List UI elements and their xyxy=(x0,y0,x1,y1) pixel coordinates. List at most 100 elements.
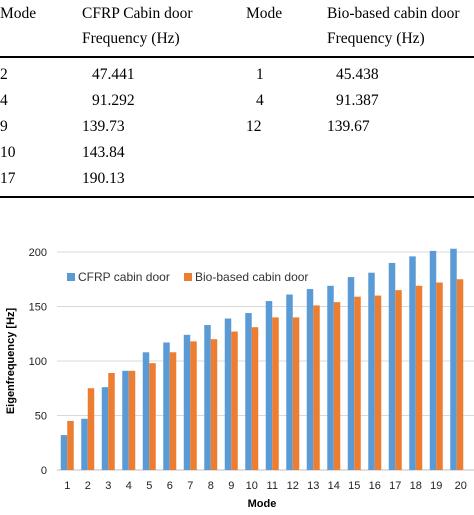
x-tick-label: 1 xyxy=(64,480,70,492)
x-tick-label: 2 xyxy=(85,480,91,492)
legend-swatch-cfrp xyxy=(67,273,75,281)
x-tick-label: 3 xyxy=(105,480,111,492)
bar-bio-based xyxy=(251,327,259,470)
bar-cfrp xyxy=(183,334,191,470)
bar-cfrp xyxy=(224,318,232,470)
legend: CFRP cabin door Bio-based cabin door xyxy=(67,270,308,284)
y-tick-label: 200 xyxy=(29,247,47,259)
header-mode-cfrp: Mode xyxy=(0,5,37,22)
y-tick-label: 150 xyxy=(29,302,47,314)
bar-cfrp xyxy=(286,294,293,470)
bar-bio-based xyxy=(231,331,238,470)
x-tick-label: 13 xyxy=(307,480,319,492)
bars xyxy=(60,248,464,470)
bar-cfrp xyxy=(265,301,273,470)
bar-bio-based xyxy=(415,285,423,470)
bar-bio-based xyxy=(395,290,402,470)
x-tick-label: 20 xyxy=(455,480,467,492)
bar-cfrp xyxy=(142,352,150,470)
x-tick-label: 14 xyxy=(328,480,340,492)
table-cell-cfrp-frequency: 47.441 xyxy=(92,66,135,83)
table-cell-cfrp-mode: 4 xyxy=(0,92,8,109)
bar-bio-based xyxy=(272,317,279,470)
x-tick-label: 8 xyxy=(208,480,214,492)
bar-bio-based xyxy=(169,352,177,470)
bottom-rule xyxy=(0,196,474,198)
bar-bio-based xyxy=(436,282,443,470)
x-tick-label: 17 xyxy=(389,480,401,492)
bar-cfrp xyxy=(347,277,355,470)
y-tick-label: 100 xyxy=(29,356,47,368)
bar-cfrp xyxy=(409,256,416,470)
table-cell-cfrp-mode: 9 xyxy=(0,118,8,135)
bar-bio-based xyxy=(128,370,136,470)
x-tick-label: 9 xyxy=(228,480,234,492)
x-tick-label: 11 xyxy=(267,480,278,492)
y-tick-label: 0 xyxy=(41,465,47,477)
bar-bio-based xyxy=(149,363,156,470)
bar-bio-based xyxy=(313,305,320,470)
bar-bio-based xyxy=(456,279,464,470)
bar-bio-based xyxy=(67,420,74,470)
table-cell-bio-mode: 12 xyxy=(246,118,262,135)
header-mode-bio: Mode xyxy=(246,5,283,22)
y-tick-label: 50 xyxy=(35,411,47,423)
table-cell-bio-frequency: 45.438 xyxy=(336,66,379,83)
bar-cfrp xyxy=(450,248,457,470)
legend-label-cfrp: CFRP cabin door xyxy=(78,270,170,284)
bar-cfrp xyxy=(368,272,375,470)
x-tick-label: 5 xyxy=(146,480,152,492)
bar-bio-based xyxy=(333,302,341,470)
x-tick-label: 16 xyxy=(369,480,381,492)
table-cell-cfrp-mode: 10 xyxy=(0,144,16,161)
bar-bio-based xyxy=(108,372,115,470)
table-cell-bio-frequency: 91.387 xyxy=(336,92,379,109)
x-tick-label: 19 xyxy=(430,480,442,492)
bar-cfrp xyxy=(60,435,68,470)
table-cell-cfrp-mode: 17 xyxy=(0,170,16,187)
x-tick-label: 12 xyxy=(287,480,299,492)
table-cell-cfrp-frequency: 190.13 xyxy=(82,170,125,187)
header-bio-line1: Bio-based cabin door xyxy=(327,5,460,22)
table-cell-cfrp-frequency: 139.73 xyxy=(82,118,125,135)
x-tick-labels: 1 2 3 4 5 6 7 8 9 10 11 12 13 14 15 16 17 18 19 20 xyxy=(64,480,467,492)
table-cell-bio-mode: 4 xyxy=(256,92,264,109)
bar-bio-based xyxy=(354,296,361,470)
bar-bio-based xyxy=(87,388,95,470)
header-rule xyxy=(0,56,474,58)
bar-cfrp xyxy=(327,285,334,470)
bar-cfrp xyxy=(122,370,129,470)
bar-cfrp xyxy=(163,342,170,470)
header-cfrp-line1: CFRP Cabin door xyxy=(82,5,193,22)
x-tick-label: 18 xyxy=(410,480,422,492)
bar-cfrp xyxy=(81,418,88,470)
modes-frequency-table: Mode CFRP Cabin door Mode Bio-based cabi… xyxy=(0,0,474,202)
table-cell-cfrp-frequency: 143.84 xyxy=(82,144,125,161)
bar-bio-based xyxy=(374,295,382,470)
bar-cfrp xyxy=(245,313,252,470)
bar-bio-based xyxy=(210,339,218,470)
header-cfrp-line2: Frequency (Hz) xyxy=(82,30,180,47)
x-axis-title: Mode xyxy=(248,498,277,510)
table-cell-cfrp-mode: 2 xyxy=(0,66,8,83)
y-axis-title: Eigenfrequency [Hz] xyxy=(5,307,17,414)
x-tick-label: 7 xyxy=(187,480,193,492)
bar-bio-based xyxy=(292,317,300,470)
bar-cfrp xyxy=(429,250,437,470)
bar-cfrp xyxy=(306,289,314,470)
x-tick-label: 6 xyxy=(167,480,173,492)
x-tick-label: 15 xyxy=(348,480,360,492)
bar-bio-based xyxy=(190,341,197,470)
header-bio-line2: Frequency (Hz) xyxy=(327,30,425,47)
bar-cfrp xyxy=(101,387,109,470)
grid-lines xyxy=(57,251,474,416)
y-tick-labels: 0 50 100 150 200 xyxy=(29,247,47,477)
bar-cfrp xyxy=(204,325,211,470)
table-cell-bio-mode: 1 xyxy=(256,66,264,83)
legend-label-bio: Bio-based cabin door xyxy=(195,270,308,284)
bar-cfrp xyxy=(388,262,396,470)
x-tick-label: 10 xyxy=(246,480,258,492)
table-cell-bio-frequency: 139.67 xyxy=(327,118,370,135)
x-tick-label: 4 xyxy=(126,480,132,492)
